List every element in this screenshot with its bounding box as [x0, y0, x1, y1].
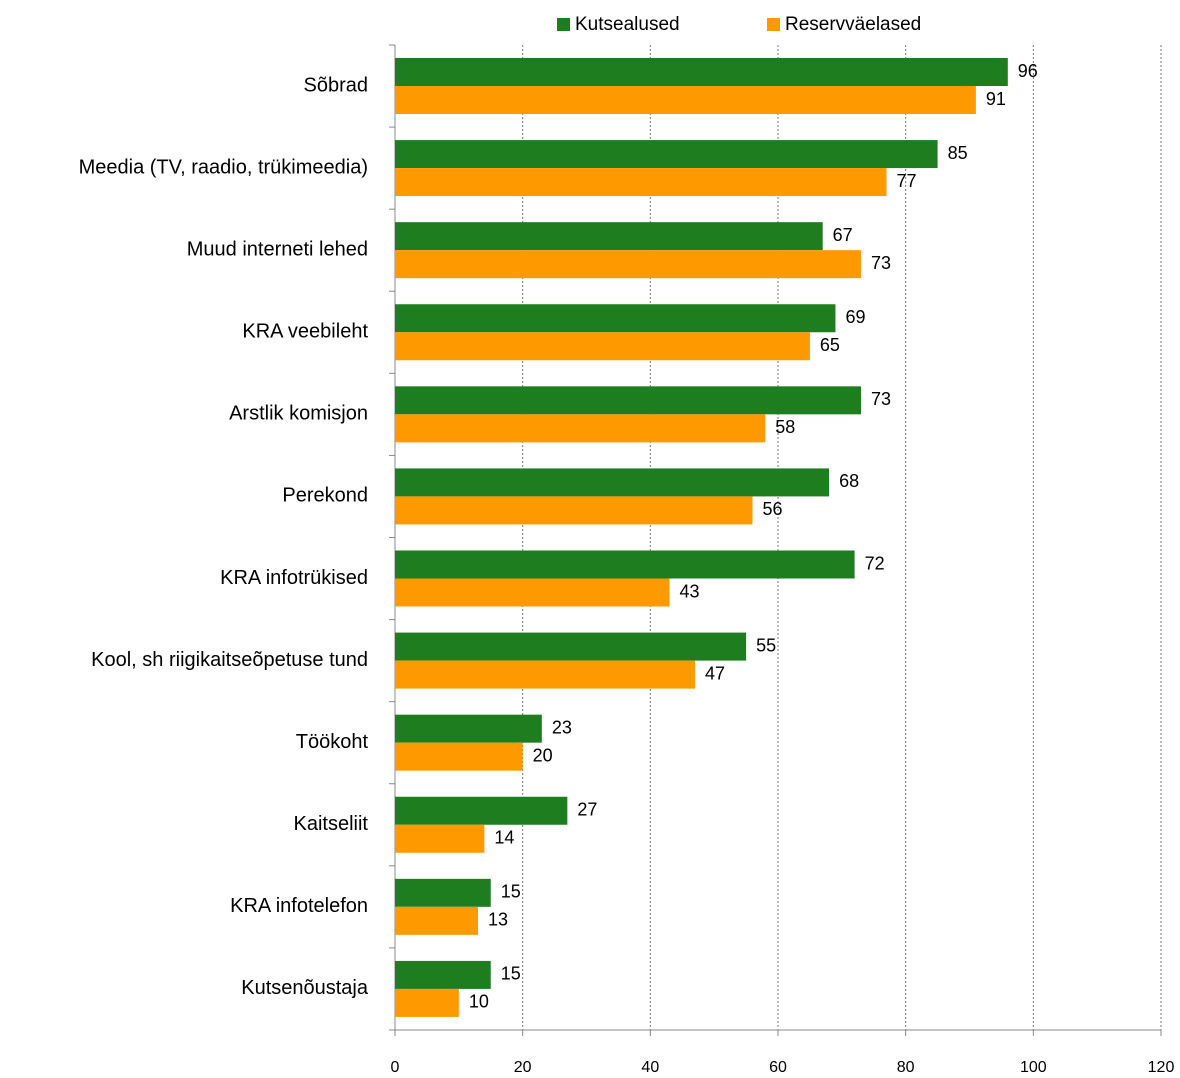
y-tick-label: Kutsenõustaja: [241, 977, 369, 999]
bar: [395, 168, 887, 197]
bar: [395, 250, 861, 279]
x-tick-label: 40: [641, 1059, 659, 1076]
legend-label: Kutsealused: [575, 14, 680, 35]
value-label: 72: [865, 553, 885, 573]
y-tick-label: Arstlik komisjon: [229, 403, 368, 425]
x-tick-label: 80: [897, 1059, 915, 1076]
legend-label: Reservväelased: [785, 14, 921, 35]
value-label: 65: [820, 335, 840, 355]
bar: [395, 578, 670, 607]
bar: [395, 824, 485, 853]
value-label: 96: [1018, 61, 1038, 81]
bar: [395, 86, 976, 114]
y-tick-label: Kaitseliit: [294, 813, 369, 835]
bar: [395, 878, 491, 907]
bar: [395, 332, 810, 361]
y-tick-label: KRA veebileht: [242, 321, 368, 343]
x-tick-label: 60: [769, 1059, 787, 1076]
value-label: 10: [469, 992, 489, 1012]
value-label: 43: [679, 581, 699, 601]
bar: [395, 58, 1008, 86]
y-tick-label: KRA infotrükised: [220, 567, 368, 589]
value-label: 15: [501, 964, 521, 984]
bar: [395, 660, 696, 689]
value-label: 55: [756, 635, 776, 655]
value-label: 91: [986, 89, 1006, 109]
bar: [395, 222, 823, 251]
bar: [395, 386, 861, 415]
value-label: 67: [833, 225, 853, 245]
x-tick-label: 20: [514, 1059, 532, 1076]
value-label: 13: [488, 910, 508, 930]
bar: [395, 550, 855, 579]
value-label: 58: [775, 417, 795, 437]
y-tick-label: Sõbrad: [304, 74, 369, 96]
bar: [395, 988, 459, 1017]
bar: [395, 304, 836, 333]
value-label: 68: [839, 471, 859, 491]
y-tick-label: Muud interneti lehed: [187, 238, 368, 260]
value-label: 15: [501, 882, 521, 902]
y-tick-label: Meedia (TV, raadio, trükimeedia): [79, 156, 368, 178]
value-label: 77: [897, 171, 917, 191]
bar: [395, 742, 523, 771]
bar: [395, 140, 938, 169]
value-label: 85: [948, 143, 968, 163]
value-label: 14: [494, 828, 514, 848]
value-label: 73: [871, 389, 891, 409]
x-tick-label: 120: [1148, 1059, 1175, 1076]
x-tick-label: 0: [391, 1059, 400, 1076]
y-tick-label: Kool, sh riigikaitseõpetuse tund: [91, 649, 368, 671]
bar: [395, 906, 478, 935]
value-label: 20: [533, 745, 553, 765]
value-label: 23: [552, 717, 572, 737]
bar: [395, 960, 491, 989]
y-tick-label: KRA infotelefon: [230, 895, 368, 917]
value-label: 47: [705, 663, 725, 683]
bar: [395, 496, 753, 525]
value-label: 27: [577, 800, 597, 820]
value-label: 73: [871, 253, 891, 273]
bar: [395, 714, 542, 743]
y-tick-label: Perekond: [282, 485, 368, 507]
bar: [395, 414, 766, 443]
bar: [395, 468, 830, 497]
x-tick-label: 100: [1020, 1059, 1047, 1076]
y-tick-label: Töökoht: [296, 731, 369, 753]
legend-swatch: [767, 18, 780, 31]
legend-swatch: [557, 18, 570, 31]
value-label: 56: [762, 499, 782, 519]
bar: [395, 796, 568, 825]
value-label: 69: [845, 307, 865, 327]
bar: [395, 632, 747, 661]
